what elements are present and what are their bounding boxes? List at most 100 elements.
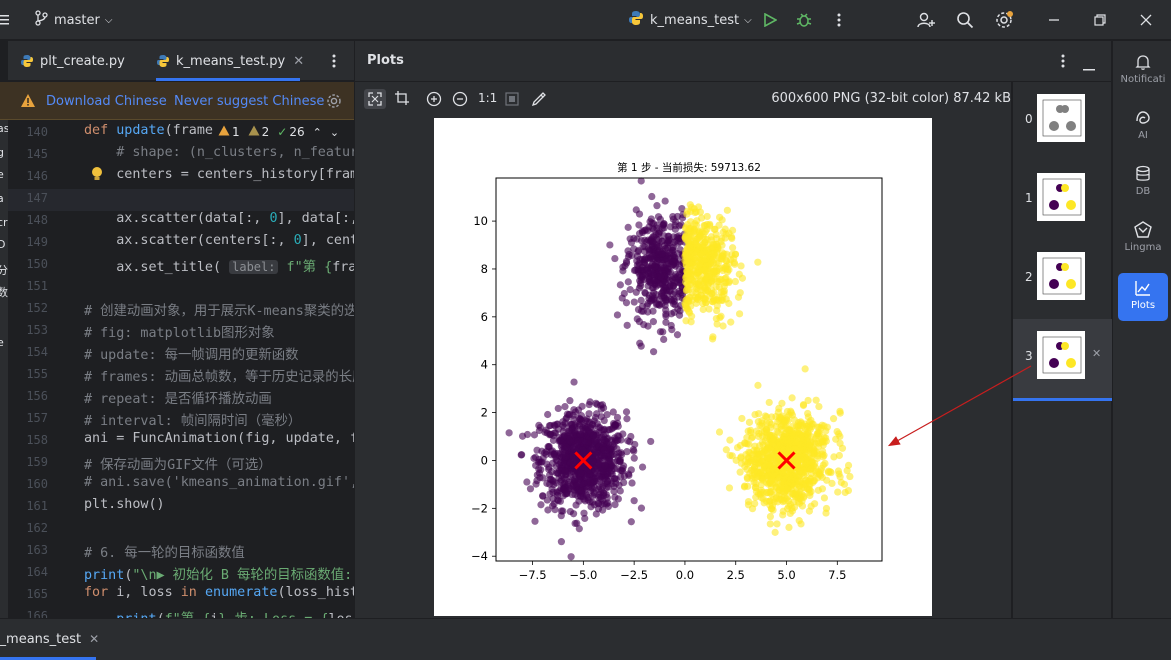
more-vertical-icon[interactable] [829, 10, 849, 30]
more-vertical-icon[interactable] [324, 51, 344, 71]
line-number: 148 [26, 213, 48, 227]
chevron-up-icon[interactable]: ⌃ [312, 125, 322, 139]
fit-zoom-icon[interactable] [364, 89, 386, 109]
db-tool[interactable]: DB [1118, 159, 1168, 207]
inspection-widget[interactable]: 1 2 ✓ 26 ⌃ ⌄ [214, 122, 340, 142]
close-tab-icon[interactable]: ✕ [293, 53, 305, 69]
tab-k-means-test[interactable]: k_means_test.py ✕ [156, 41, 304, 81]
image-bg-icon[interactable] [505, 92, 519, 110]
line-number: 164 [26, 565, 48, 579]
code-line[interactable]: # 创建动画对象，用于展示K-means聚类的迭 [84, 304, 354, 319]
code-line[interactable]: # interval: 帧间隔时间（毫秒） [84, 414, 302, 429]
close-icon[interactable] [1136, 10, 1156, 30]
zoom-in-icon[interactable] [426, 91, 442, 111]
code-line[interactable]: centers = centers_history[fram [84, 167, 354, 182]
gear-icon[interactable] [326, 93, 342, 113]
scatter-point [820, 494, 829, 502]
code-line[interactable]: # 6. 每一轮的目标函数值 [84, 546, 245, 561]
code-line[interactable]: plt.show() [84, 497, 165, 512]
code-line[interactable]: # ani.save('kmeans_animation.gif', [84, 475, 354, 490]
scatter-point [806, 465, 815, 473]
scatter-point [744, 501, 753, 509]
minimize-icon[interactable] [1044, 10, 1064, 30]
plot-thumbnail[interactable]: 0 [1013, 82, 1112, 161]
scatter-point [552, 479, 560, 487]
close-thumbnail-icon[interactable]: ✕ [1092, 347, 1102, 360]
lightbulb-icon[interactable] [91, 166, 103, 186]
scatter-point [661, 241, 669, 250]
scatter-point [656, 328, 665, 336]
scatter-point [801, 420, 809, 428]
branch-selector[interactable]: master ⌵ [34, 0, 112, 40]
code-line[interactable]: # fig: matplotlib图形对象 [84, 326, 275, 341]
code-line[interactable]: for i, loss in enumerate(loss_hist [84, 585, 354, 600]
code-line[interactable]: ax.set_title( label: f"第 {frame [84, 260, 354, 275]
search-icon[interactable] [955, 10, 975, 30]
run-icon[interactable] [760, 10, 780, 30]
never-suggest-link[interactable]: Never suggest Chinese [174, 93, 325, 109]
debug-icon[interactable] [794, 10, 814, 30]
scatter-point [805, 485, 813, 493]
code-line[interactable]: ax.scatter(centers[:, 0], cent [84, 233, 354, 248]
add-user-icon[interactable] [916, 10, 936, 30]
scatter-point [705, 305, 713, 313]
code-line[interactable]: def update(frame [84, 123, 213, 138]
code-line[interactable]: ax.scatter(data[:, 0], data[:, [84, 211, 354, 226]
scatter-point [773, 427, 781, 436]
scatter-point [571, 519, 579, 528]
code-line[interactable]: # update: 每一帧调用的更新函数 [84, 348, 299, 363]
tab-plt-create[interactable]: plt_create.py [20, 41, 125, 81]
cluster-centers [574, 451, 796, 470]
x-tick-label: 7.5 [828, 568, 846, 582]
scatter-point [716, 213, 724, 221]
warning-icon [20, 93, 36, 112]
code-line[interactable]: # 保存动画为GIF文件（可选） [84, 458, 272, 473]
scatter-point [686, 243, 694, 251]
actual-size-button[interactable]: 1:1 [478, 91, 498, 105]
chevron-down-icon[interactable]: ⌄ [329, 125, 340, 139]
ai-tool[interactable]: AI [1118, 103, 1168, 151]
close-tab-icon[interactable]: ✕ [89, 632, 100, 646]
scatter-point [561, 403, 569, 411]
code-line[interactable]: # shape: (n_clusters, n_featur [116, 145, 354, 160]
run-tab[interactable]: k_means_test ✕ [0, 619, 100, 659]
scatter-point [668, 261, 676, 269]
plot-thumbnail[interactable]: 1 [1013, 161, 1112, 240]
scatter-point [602, 484, 611, 492]
run-config-selector[interactable]: k_means_test ⌵ [628, 0, 752, 40]
scatter-point [801, 365, 809, 373]
download-chinese-link[interactable]: Download Chinese [46, 93, 167, 109]
scatter-point [709, 269, 718, 277]
restore-icon[interactable] [1090, 10, 1110, 30]
plot-thumbnail[interactable]: 3 ✕ [1013, 319, 1112, 401]
settings-icon[interactable] [995, 10, 1015, 30]
code-line[interactable]: ani = FuncAnimation(fig, update, f [84, 431, 354, 446]
scatter-point [561, 419, 569, 427]
scatter-point [744, 482, 752, 490]
more-vertical-icon[interactable] [1061, 54, 1065, 72]
scatter-point [630, 447, 638, 455]
code-line[interactable]: # repeat: 是否循环播放动画 [84, 392, 272, 407]
code-line[interactable]: print(f"第 {i} 步: Loss = {loss [84, 607, 354, 618]
scatter-point [635, 210, 644, 218]
scatter-chart: 第 1 步 - 当前损失: 59713.62 −7.5 −5.0 −2.5 0.0 2.… [471, 161, 883, 582]
tool-label: Lingma [1124, 242, 1162, 253]
hamburger-menu-icon[interactable] [0, 10, 12, 30]
minimize-panel-icon[interactable] [1083, 60, 1095, 75]
code-editor[interactable]: 140 145 146 147 148 149 150 151 152 153 154 155 156 1… [8, 120, 354, 618]
crop-icon[interactable] [395, 91, 409, 109]
plot-thumbnail[interactable]: 2 [1013, 240, 1112, 319]
lingma-tool[interactable]: Lingma [1118, 215, 1168, 263]
code-line[interactable]: print("\n▶ 初始化 B 每轮的目标函数值:" [84, 568, 354, 583]
scatter-point [649, 348, 658, 356]
zoom-out-icon[interactable] [452, 91, 468, 111]
color-picker-icon[interactable] [531, 91, 547, 111]
notifications-tool[interactable]: Notificati [1118, 47, 1168, 95]
project-tree-fragment: D [0, 238, 6, 251]
scatter-point [694, 203, 703, 211]
branch-name: master [54, 12, 100, 28]
code-line[interactable]: # frames: 动画总帧数，等于历史记录的长度 [84, 370, 354, 385]
scatter-point [649, 284, 657, 292]
scatter-point [610, 483, 618, 491]
plots-tool[interactable]: Plots [1118, 273, 1168, 321]
